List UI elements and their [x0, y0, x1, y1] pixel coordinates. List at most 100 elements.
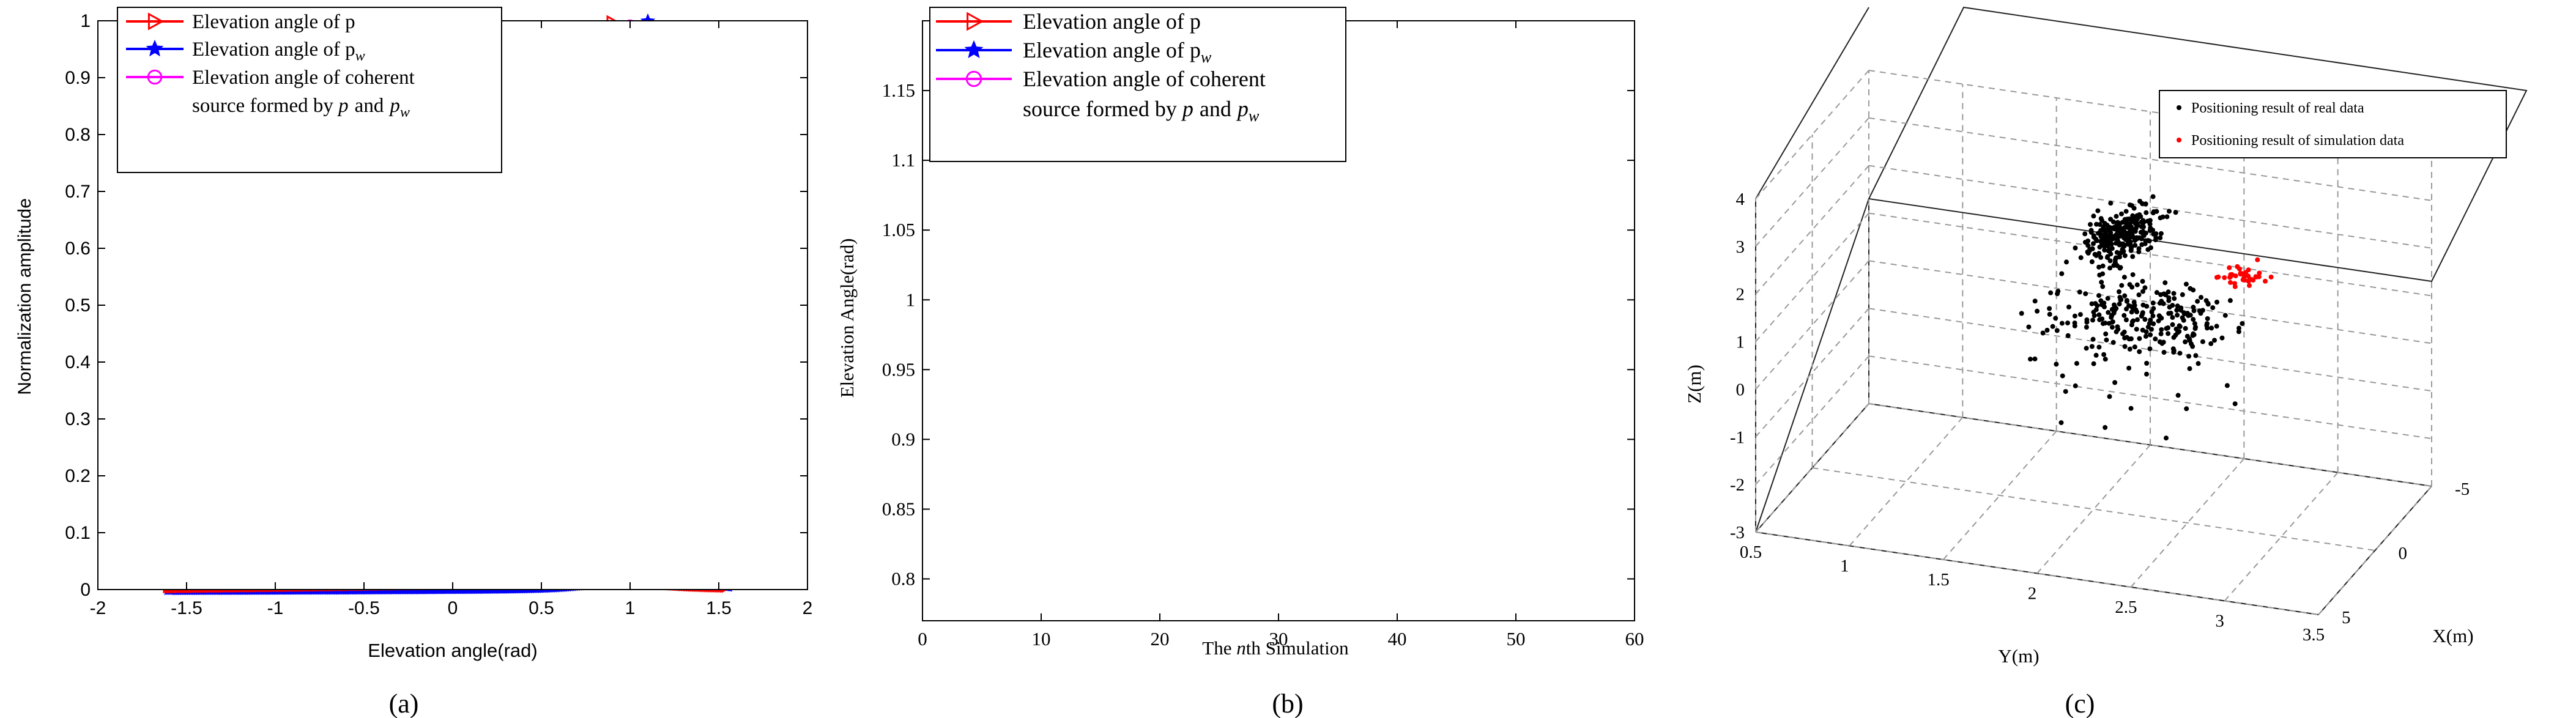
data-point: [2166, 331, 2171, 336]
data-point: [2200, 339, 2205, 344]
data-point: [2186, 336, 2192, 342]
data-point: [2122, 335, 2128, 341]
data-point: [2063, 389, 2068, 394]
data-point: [2236, 329, 2241, 335]
data-point: [2019, 311, 2024, 316]
ytick-label-b: 1.15: [882, 80, 915, 101]
ztick-label: -1: [1730, 427, 1745, 447]
panel-c-xlabel: X(m): [2432, 625, 2473, 646]
data-point: [2246, 267, 2251, 273]
data-point: [2171, 291, 2177, 296]
data-point: [2164, 214, 2170, 220]
data-point: [2147, 218, 2153, 223]
data-point: [2147, 346, 2153, 352]
series-c-1: [2214, 257, 2274, 289]
xtick-label-a: -2: [90, 598, 106, 618]
data-point: [2140, 302, 2146, 308]
legend-a-pw: Elevation angle of pw: [192, 39, 365, 64]
data-point: [2236, 325, 2241, 331]
data-point: [2058, 420, 2064, 426]
data-point: [2191, 308, 2197, 314]
panel-b-ylabel: Elevation Angle(rad): [836, 239, 858, 398]
data-point: [2122, 293, 2128, 298]
data-point: [2157, 339, 2162, 344]
data-point: [2026, 324, 2032, 330]
ytick-label-a: 1: [80, 11, 91, 31]
data-point: [2167, 305, 2172, 310]
data-point: [2100, 284, 2106, 289]
data-point: [2171, 348, 2177, 353]
data-point: [2099, 316, 2105, 322]
data-point: [2089, 301, 2095, 306]
data-point: [2196, 361, 2201, 366]
ytick-label-a: 0.5: [65, 295, 91, 316]
xtick-label-c: 0: [2399, 544, 2408, 563]
data-point: [2148, 332, 2153, 338]
data-point: [2129, 219, 2134, 224]
ztick-label: 2: [1736, 285, 1745, 305]
data-point: [2154, 290, 2159, 295]
data-point: [2130, 254, 2136, 259]
data-point: [2100, 271, 2106, 276]
data-point: [2193, 353, 2199, 358]
data-point: [2109, 325, 2115, 330]
data-point: [2100, 263, 2106, 268]
data-point: [2055, 289, 2061, 294]
data-point: [2222, 275, 2227, 280]
ytick-label-a: 0.6: [65, 239, 91, 259]
data-point: [2129, 229, 2135, 235]
data-point: [2123, 317, 2129, 322]
grid-z: [1868, 117, 2432, 201]
data-point: [2114, 329, 2119, 335]
data-point: [2135, 317, 2140, 322]
legend-c-sim-marker: [2177, 138, 2181, 142]
data-point: [2119, 211, 2124, 217]
xtick-label-a: -0.5: [348, 598, 380, 618]
xtick-label-b: 60: [1625, 628, 1644, 650]
grid-x: [1755, 531, 2319, 615]
data-point: [2214, 275, 2219, 280]
data-point: [2093, 301, 2098, 306]
data-point: [2150, 313, 2156, 319]
data-point: [2136, 249, 2142, 254]
data-point: [2184, 406, 2189, 412]
xtick-label-a: -1.5: [171, 598, 202, 618]
data-point: [2144, 371, 2149, 377]
data-point: [2134, 282, 2140, 287]
data-point: [2095, 208, 2101, 213]
data-point: [2107, 394, 2112, 399]
data-point: [2189, 341, 2194, 347]
data-point: [2102, 237, 2107, 243]
data-point: [2112, 224, 2117, 230]
data-point: [2151, 321, 2156, 327]
data-point: [2102, 304, 2107, 309]
ytick-label-a: 0.8: [65, 125, 91, 145]
xtick-label-b: 20: [1151, 628, 1170, 650]
data-point: [2175, 313, 2180, 318]
panel-b-legend: Elevation angle of p Elevation angle of …: [929, 7, 1346, 162]
ytick-label-c: 1.5: [1928, 570, 1950, 590]
data-point: [2183, 339, 2188, 344]
data-point: [2255, 257, 2260, 262]
data-point: [2094, 221, 2099, 227]
panel-a: -2 -1.5 -1 -0.5 0 0.5 1 1.5 2 0 0.1 0.2 0.3 0.4 0.5 0.6…: [15, 7, 812, 718]
data-point: [2159, 327, 2164, 332]
data-point: [2066, 305, 2071, 309]
data-point: [2104, 242, 2110, 248]
data-point: [2129, 309, 2134, 315]
data-point: [2158, 231, 2164, 236]
data-point: [2151, 231, 2156, 237]
data-point: [2227, 265, 2232, 270]
data-point: [2117, 295, 2123, 300]
ytick-label-b: 0.8: [891, 568, 915, 590]
xtick-label-a: 1.5: [706, 598, 732, 618]
data-point: [2183, 281, 2189, 287]
legend-b-p: Elevation angle of p: [1023, 9, 1201, 34]
panel-b-caption: (b): [1272, 689, 1303, 718]
data-point: [2123, 217, 2128, 223]
data-point: [2099, 279, 2104, 285]
data-point: [2159, 316, 2164, 321]
data-point: [2144, 329, 2149, 335]
data-point: [2150, 194, 2156, 199]
data-point: [2175, 330, 2180, 335]
